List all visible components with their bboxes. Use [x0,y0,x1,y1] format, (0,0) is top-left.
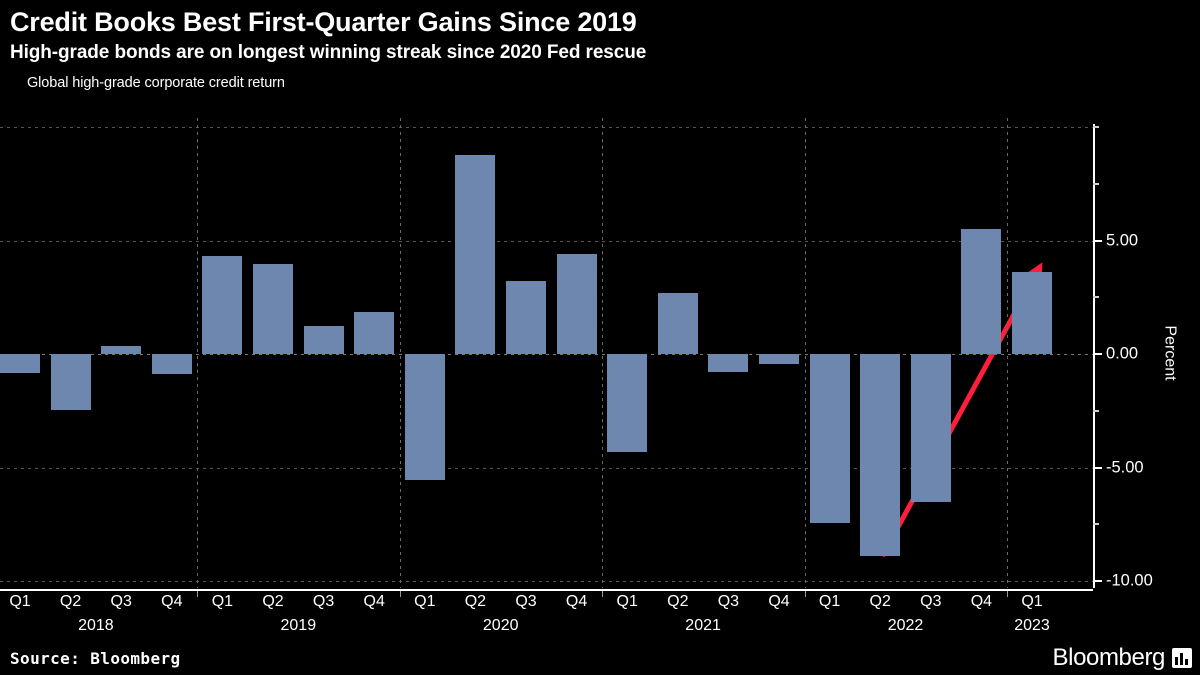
x-tick [399,591,401,597]
x-tick-label-quarter: Q3 [312,593,335,610]
x-tick-label-quarter: Q3 [515,593,537,610]
year-separator-line [197,118,199,588]
bar [455,155,496,354]
x-tick-label-quarter: Q2 [262,593,284,610]
y-tick [1093,580,1102,582]
year-separator-line [602,118,604,588]
bar [354,312,395,354]
gridline [0,467,1093,469]
bloomberg-brand: Bloomberg [1053,645,1192,671]
y-tick-minor [1093,409,1099,412]
bar [303,325,344,354]
y-tick-minor [1093,126,1099,128]
y-tick-minor [1093,523,1099,526]
brand-wordmark: Bloomberg [1052,644,1166,671]
bloomberg-terminal-icon [1172,648,1192,668]
y-tick [1093,239,1102,242]
x-axis-year-label: 2020 [482,617,519,634]
trend-arrow-annotation [880,262,1043,558]
bar [657,292,698,354]
x-axis-year-label: 2019 [280,617,317,634]
x-tick-label-quarter: Q1 [616,593,638,610]
bar [506,281,546,354]
y-tick [1093,466,1102,469]
chart-footer: Source: Bloomberg Bloomberg [0,645,1200,675]
legend-swatch-icon [12,78,22,89]
y-tick-label: 5.00 [1106,231,1139,249]
year-separator-line [1007,118,1008,588]
bar [0,354,40,374]
y-tick-label: -5.00 [1106,458,1144,476]
y-tick-minor [1093,182,1099,185]
bar [253,264,293,354]
bar [860,354,901,557]
x-tick-label-quarter: Q2 [464,593,487,610]
x-tick-label-quarter: Q4 [363,593,385,610]
year-separator-line [399,118,401,588]
bar [101,346,142,354]
x-axis-year-label: 2018 [78,617,114,634]
bar [1012,272,1052,354]
plot-region [0,118,1093,588]
x-tick [1007,591,1008,597]
bar [809,354,850,524]
page-title: Credit Books Best First-Quarter Gains Si… [10,7,637,37]
x-tick-label-quarter: Q1 [9,593,31,610]
bar [708,354,749,373]
gridline [0,127,1093,128]
x-tick [602,591,604,597]
bar [759,354,799,365]
bar [50,354,91,410]
y-tick-minor [1093,296,1099,299]
gridline [0,240,1093,242]
bar [151,354,192,375]
x-tick-label-quarter: Q3 [110,593,132,610]
x-tick-label-quarter: Q1 [414,593,436,610]
x-tick-label-quarter: Q2 [59,593,82,610]
chart-legend: Global high-grade corporate credit retur… [12,75,1190,91]
x-tick-label-quarter: Q4 [970,593,993,610]
chart-header: Credit Books Best First-Quarter Gains Si… [0,0,1200,91]
x-axis-labels: Q1 Q2 Q3 Q4 Q1 Q2 Q3 Q4 Q1 Q2 Q3 Q4 Q1 Q2 Q3 Q4 Q1 Q2 Q3 Q4… [0,591,1200,651]
y-axis-title: Percent [1161,325,1179,381]
x-tick-label-quarter: Q4 [565,593,588,610]
bar [961,229,1002,354]
bar [202,256,243,354]
x-tick-label-quarter: Q2 [869,593,891,610]
x-tick-label-quarter: Q4 [768,593,790,610]
page-subtitle: High-grade bonds are on longest winning … [10,42,647,63]
bar [556,254,597,354]
x-axis-year-label: 2022 [887,617,924,634]
x-axis-year-label: 2021 [685,617,721,634]
source-label: Source: Bloomberg [10,649,181,668]
y-tick-label: -10.00 [1106,571,1153,590]
x-tick [804,591,806,597]
y-tick [1093,353,1102,355]
x-tick-label-quarter: Q4 [161,593,183,610]
gridline [0,581,1093,582]
y-axis-line [1093,124,1095,588]
legend-label: Global high-grade corporate credit retur… [27,75,285,91]
x-axis-year-label: 2023 [1014,617,1050,634]
year-separator-line [804,118,806,588]
x-tick-label-quarter: Q1 [818,593,841,610]
y-tick-label: 0.00 [1106,344,1139,363]
bar [404,354,445,480]
chart-area: 5.00 0.00 -5.00 -10.00 Percent [0,118,1200,590]
bar [607,354,648,452]
x-tick-label-quarter: Q3 [717,593,740,610]
gridline [0,354,1093,355]
bar [910,354,951,502]
x-tick [197,591,199,597]
x-tick-label-quarter: Q3 [920,593,942,610]
x-tick-label-quarter: Q1 [1021,593,1043,610]
x-tick-label-quarter: Q1 [211,593,234,610]
x-tick-label-quarter: Q2 [667,593,689,610]
x-axis-line [0,589,1093,591]
